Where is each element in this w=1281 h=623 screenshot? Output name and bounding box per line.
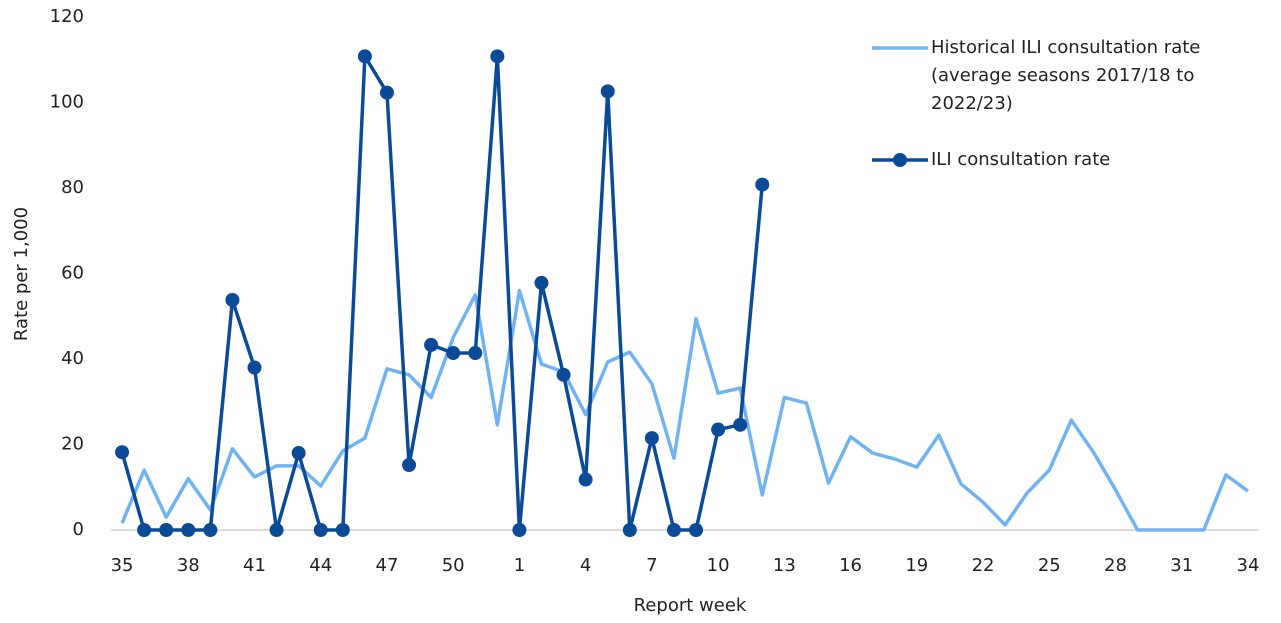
data-point bbox=[446, 346, 461, 361]
data-point bbox=[512, 523, 527, 537]
y-tick-label: 60 bbox=[61, 263, 84, 284]
x-tick-label: 25 bbox=[1038, 555, 1061, 576]
data-point bbox=[291, 446, 306, 461]
x-tick-label: 50 bbox=[442, 555, 465, 576]
data-point bbox=[424, 337, 439, 352]
data-point bbox=[181, 523, 196, 537]
data-point bbox=[357, 49, 372, 64]
legend-marker bbox=[893, 153, 907, 167]
series-line bbox=[120, 288, 1249, 532]
data-point bbox=[379, 85, 394, 100]
x-tick-label: 41 bbox=[243, 555, 266, 576]
data-point bbox=[644, 431, 659, 446]
x-tick-label: 10 bbox=[707, 555, 730, 576]
x-tick-label: 28 bbox=[1104, 555, 1127, 576]
data-point bbox=[402, 458, 417, 473]
data-point bbox=[137, 523, 152, 537]
x-tick-label: 22 bbox=[972, 555, 995, 576]
data-point bbox=[247, 360, 262, 375]
x-tick-label: 35 bbox=[111, 555, 134, 576]
y-tick-label: 100 bbox=[50, 92, 84, 113]
x-tick-label: 47 bbox=[376, 555, 399, 576]
x-tick-label: 38 bbox=[177, 555, 200, 576]
y-tick-label: 0 bbox=[73, 519, 84, 540]
y-tick-label: 80 bbox=[61, 177, 84, 198]
x-tick-label: 1 bbox=[514, 555, 525, 576]
x-tick-label: 31 bbox=[1170, 555, 1193, 576]
data-point bbox=[711, 422, 726, 437]
data-point bbox=[578, 472, 593, 487]
legend-label: Historical ILI consultation rate (averag… bbox=[931, 37, 1201, 114]
y-tick-label: 120 bbox=[50, 6, 84, 27]
data-point bbox=[115, 445, 130, 460]
data-point bbox=[733, 417, 748, 432]
data-point bbox=[335, 523, 350, 537]
data-point bbox=[556, 367, 571, 382]
x-tick-label: 34 bbox=[1237, 555, 1260, 576]
y-tick-label: 20 bbox=[61, 434, 84, 455]
data-point bbox=[534, 275, 549, 290]
x-tick-label: 44 bbox=[309, 555, 332, 576]
x-tick-label: 7 bbox=[646, 555, 657, 576]
data-point bbox=[313, 523, 328, 537]
data-point bbox=[203, 523, 218, 537]
data-point bbox=[490, 49, 505, 64]
data-point bbox=[600, 84, 615, 99]
y-tick-label: 40 bbox=[61, 348, 84, 369]
x-tick-label: 19 bbox=[905, 555, 928, 576]
series-line bbox=[120, 54, 765, 532]
x-tick-label: 4 bbox=[580, 555, 591, 576]
data-point bbox=[159, 523, 174, 537]
x-axis-label: Report week bbox=[634, 595, 747, 616]
data-point bbox=[225, 293, 240, 308]
data-point bbox=[622, 523, 637, 537]
legend-label: ILI consultation rate bbox=[931, 149, 1111, 170]
x-tick-label: 13 bbox=[773, 555, 796, 576]
y-axis-label: Rate per 1,000 bbox=[11, 207, 32, 341]
data-point bbox=[468, 346, 483, 361]
data-point bbox=[666, 523, 681, 537]
data-point bbox=[755, 177, 770, 192]
data-point bbox=[269, 523, 284, 537]
x-tick-label: 16 bbox=[839, 555, 862, 576]
data-point bbox=[689, 523, 704, 537]
